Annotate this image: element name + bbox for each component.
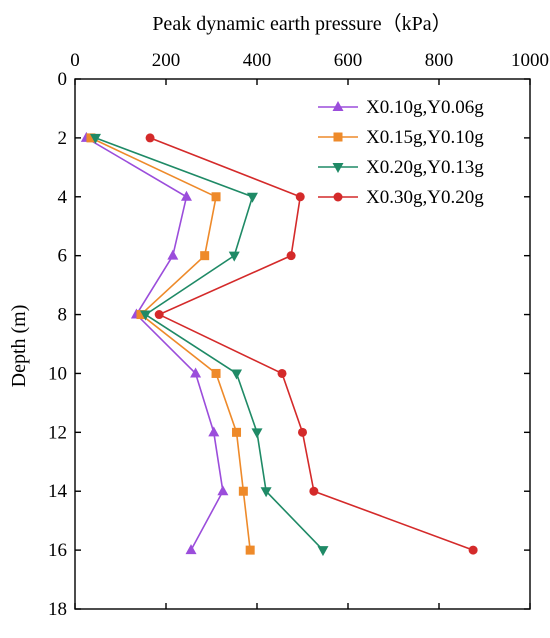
x-tick-label: 200 [152,50,181,71]
data-point [185,544,197,555]
data-point [251,428,263,439]
y-tick-label: 14 [48,481,68,502]
data-point [136,310,146,320]
y-tick-label: 10 [48,363,67,384]
legend-label: X0.30g,Y0.20g [366,187,484,208]
series-4 [145,133,478,555]
y-tick-label: 12 [48,422,67,443]
data-point [154,310,164,320]
x-tick-label: 400 [243,50,272,71]
series-line [95,137,324,551]
data-point [190,367,202,378]
plot-frame [74,78,531,610]
data-point [246,192,258,203]
data-point [309,486,319,496]
data-point [245,545,255,555]
data-point [211,192,221,202]
series-line [85,137,224,551]
x-tick-label: 800 [425,50,454,71]
x-tick-label: 600 [334,50,363,71]
data-point [145,133,155,143]
data-point [211,368,221,378]
data-point [231,369,243,380]
legend-marker [332,163,344,173]
data-point [200,251,210,261]
y-tick-label: 4 [58,187,68,208]
legend-entry: X0.15g,Y0.10g [318,127,484,148]
legend-entry: X0.10g,Y0.06g [318,97,484,118]
data-point [228,251,240,262]
data-point [167,249,179,260]
legend: X0.10g,Y0.06g X0.15g,Y0.10g X0.20g,Y0.13g X… [318,97,484,208]
series-line [90,137,251,551]
data-point [86,133,96,143]
series-line [149,137,474,551]
y-tick-label: 0 [58,69,68,90]
data-point [180,190,192,201]
data-point [89,133,101,144]
data-point [260,487,272,498]
x-axis-title: Peak dynamic earth pressure（kPa） [152,12,451,35]
data-point [317,546,329,557]
legend-entry: X0.30g,Y0.20g [318,187,484,208]
series-3 [89,133,329,557]
data-point [277,368,287,378]
series-2 [86,133,255,555]
y-tick-label: 2 [58,128,68,149]
legend-label: X0.20g,Y0.13g [366,157,484,178]
data-point [208,426,220,437]
legend-marker [333,192,343,202]
legend-label: X0.15g,Y0.10g [366,127,484,148]
data-point [295,192,305,202]
y-axis-title: Depth (m) [8,305,30,388]
data-point [286,251,296,261]
legend-marker [332,101,344,111]
y-tick-label: 8 [58,305,68,326]
legend-entry: X0.20g,Y0.13g [318,157,484,178]
y-tick-label: 16 [48,540,67,561]
data-point [468,545,478,555]
y-tick-label: 6 [58,246,68,267]
x-tick-label: 0 [70,50,80,71]
data-point [140,310,152,321]
series-1 [80,131,229,555]
legend-label: X0.10g,Y0.06g [366,97,484,118]
y-axis-ticks: 0 2 4 6 8 10 12 14 16 18 [48,69,530,620]
x-tick-label: 1000 [511,50,549,71]
data-point [217,485,229,496]
x-axis-ticks: 0 200 400 600 800 1000 [70,50,549,609]
data-point [232,427,242,437]
series-layer [80,131,478,557]
y-tick-label: 18 [48,599,67,620]
data-point [238,486,248,496]
legend-marker [333,132,343,142]
data-point [298,427,307,437]
